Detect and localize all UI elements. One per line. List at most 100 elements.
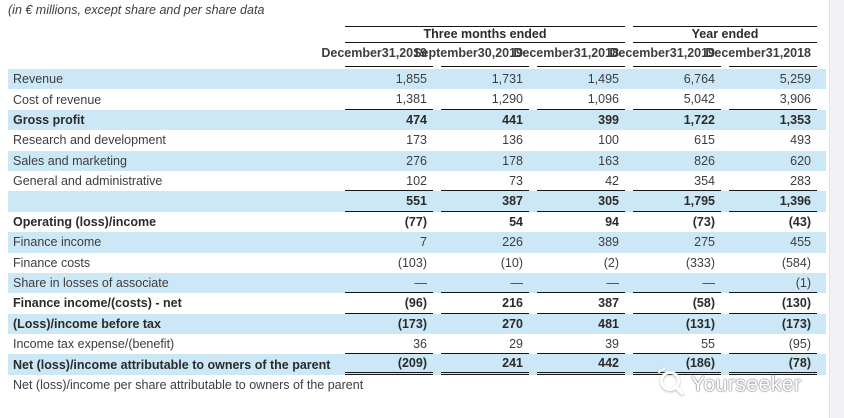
cell-value	[441, 375, 529, 395]
cell-value: (186)	[633, 354, 721, 375]
date-line: December	[609, 46, 670, 60]
row-label: Net (loss)/income attributable to owners…	[13, 357, 331, 372]
cell-value: 39	[537, 334, 625, 355]
date-line: 31,	[381, 46, 400, 60]
table-row-finance-costs: Finance costs (103) (10) (2) (333) (584)	[8, 253, 826, 273]
cell-value: 620	[790, 153, 811, 168]
cell-value: 399	[598, 112, 619, 127]
row-label: Income tax expense/(benefit)	[13, 337, 175, 352]
cell-value	[345, 375, 433, 395]
cell-value: 276	[406, 153, 427, 168]
cell-value: 442	[537, 354, 625, 375]
date-line: 2018	[783, 46, 811, 60]
cell-value: 1,096	[537, 89, 625, 110]
cell-value: 5,042	[633, 89, 721, 110]
cell-value: 1,731	[491, 72, 523, 87]
table-row-income-tax: Income tax expense/(benefit) 36 29 39 55…	[8, 334, 826, 355]
cell-value: 270	[502, 316, 523, 331]
cell-value: 354	[633, 171, 721, 192]
cell-value: —	[633, 273, 721, 294]
cell-value: 481	[598, 316, 619, 331]
date-line: 2018	[591, 46, 619, 60]
cell-value: 387	[441, 191, 529, 212]
table-row-sales-marketing: Sales and marketing 276 178 163 826 620	[8, 150, 826, 171]
cell-value: 1,353	[779, 112, 811, 127]
cell-value: 389	[598, 235, 619, 250]
column-header: September 30, 2019	[413, 43, 537, 67]
cell-value: —	[441, 273, 529, 294]
date-line: December	[321, 46, 382, 60]
table-header-dates: December 31, 2019 September 30, 2019 Dec…	[8, 43, 826, 67]
cell-value: 1,855	[395, 72, 427, 87]
cell-value: 441	[502, 112, 523, 127]
date-line: 2019	[495, 46, 523, 60]
date-line: 31,	[765, 46, 784, 60]
cell-value: 178	[502, 153, 523, 168]
table-row-research-development: Research and development 173 136 100 615…	[8, 130, 826, 150]
table-row-net-income: Net (loss)/income attributable to owners…	[8, 354, 826, 375]
column-header: December 31, 2019	[321, 43, 441, 67]
cell-value: 5,259	[779, 72, 811, 87]
cell-value: (73)	[692, 214, 715, 229]
row-label: (Loss)/income before tax	[13, 316, 161, 331]
cell-value: 55	[633, 334, 721, 355]
table-row-finance-net: Finance income/(costs) - net (96) 216 38…	[8, 293, 826, 314]
cell-value: —	[345, 273, 433, 294]
table-row-share-losses-associate: Share in losses of associate — — — — (1)	[8, 272, 826, 294]
cell-value: 226	[502, 235, 523, 250]
cell-value	[633, 375, 721, 395]
table-row-finance-income: Finance income 7 226 389 275 455	[8, 232, 826, 253]
date-line: 31,	[573, 46, 592, 60]
cell-value: 36	[345, 334, 433, 355]
cell-value: 173	[406, 133, 427, 148]
row-label: Finance income/(costs) - net	[13, 296, 182, 311]
date-line: 30,	[477, 46, 496, 60]
cell-value: 136	[502, 133, 523, 148]
table-row-cost-of-revenue: Cost of revenue 1,381 1,290 1,096 5,042 …	[8, 89, 826, 110]
cell-value: (209)	[345, 354, 433, 375]
cell-value: (584)	[781, 255, 811, 270]
cell-value: 100	[598, 133, 619, 148]
page-right-strip	[829, 0, 844, 418]
table-row-gross-profit: Gross profit 474 441 399 1,722 1,353	[8, 109, 826, 131]
cell-value: 1,396	[729, 191, 817, 212]
cell-value: (77)	[404, 214, 427, 229]
cell-value: 163	[598, 153, 619, 168]
row-label: Operating (loss)/income	[13, 214, 157, 229]
row-label: Gross profit	[13, 112, 85, 127]
header-group-year-ended: Year ended	[633, 26, 817, 43]
cell-value: 7	[420, 235, 427, 250]
cell-value: 1,495	[587, 72, 619, 87]
cell-value: 54	[509, 214, 523, 229]
cell-value: (2)	[603, 255, 619, 270]
cell-value: (95)	[729, 334, 817, 355]
cell-value: 615	[694, 133, 715, 148]
cell-value: 6,764	[683, 72, 715, 87]
row-label	[8, 191, 345, 211]
date-line: 2019	[687, 46, 715, 60]
table-row-revenue: Revenue 1,855 1,731 1,495 6,764 5,259	[8, 69, 826, 90]
header-label-spacer	[8, 43, 345, 67]
cell-value: (103)	[397, 255, 427, 270]
row-label: General and administrative	[13, 174, 163, 189]
row-label: Cost of revenue	[13, 92, 102, 107]
cell-value: (173)	[397, 316, 427, 331]
cell-value: (96)	[345, 293, 433, 314]
cell-value: (43)	[788, 214, 811, 229]
cell-value: 1,381	[345, 89, 433, 110]
table-row-operating-expenses-total: 551 387 305 1,795 1,396	[8, 191, 826, 212]
cell-value: (333)	[685, 255, 715, 270]
date-line: 2019	[399, 46, 427, 60]
cell-value: 42	[537, 171, 625, 192]
cell-value: (10)	[500, 255, 523, 270]
row-label: Finance costs	[13, 255, 91, 270]
cell-value: 1,722	[683, 112, 715, 127]
row-label: Net (loss)/income per share attributable…	[13, 378, 364, 393]
cell-value: (130)	[729, 293, 817, 314]
cell-value: 283	[729, 171, 817, 192]
header-label-spacer	[8, 26, 345, 43]
row-label: Finance income	[13, 235, 102, 250]
cell-value: 1,290	[441, 89, 529, 110]
row-label: Share in losses of associate	[13, 276, 169, 291]
